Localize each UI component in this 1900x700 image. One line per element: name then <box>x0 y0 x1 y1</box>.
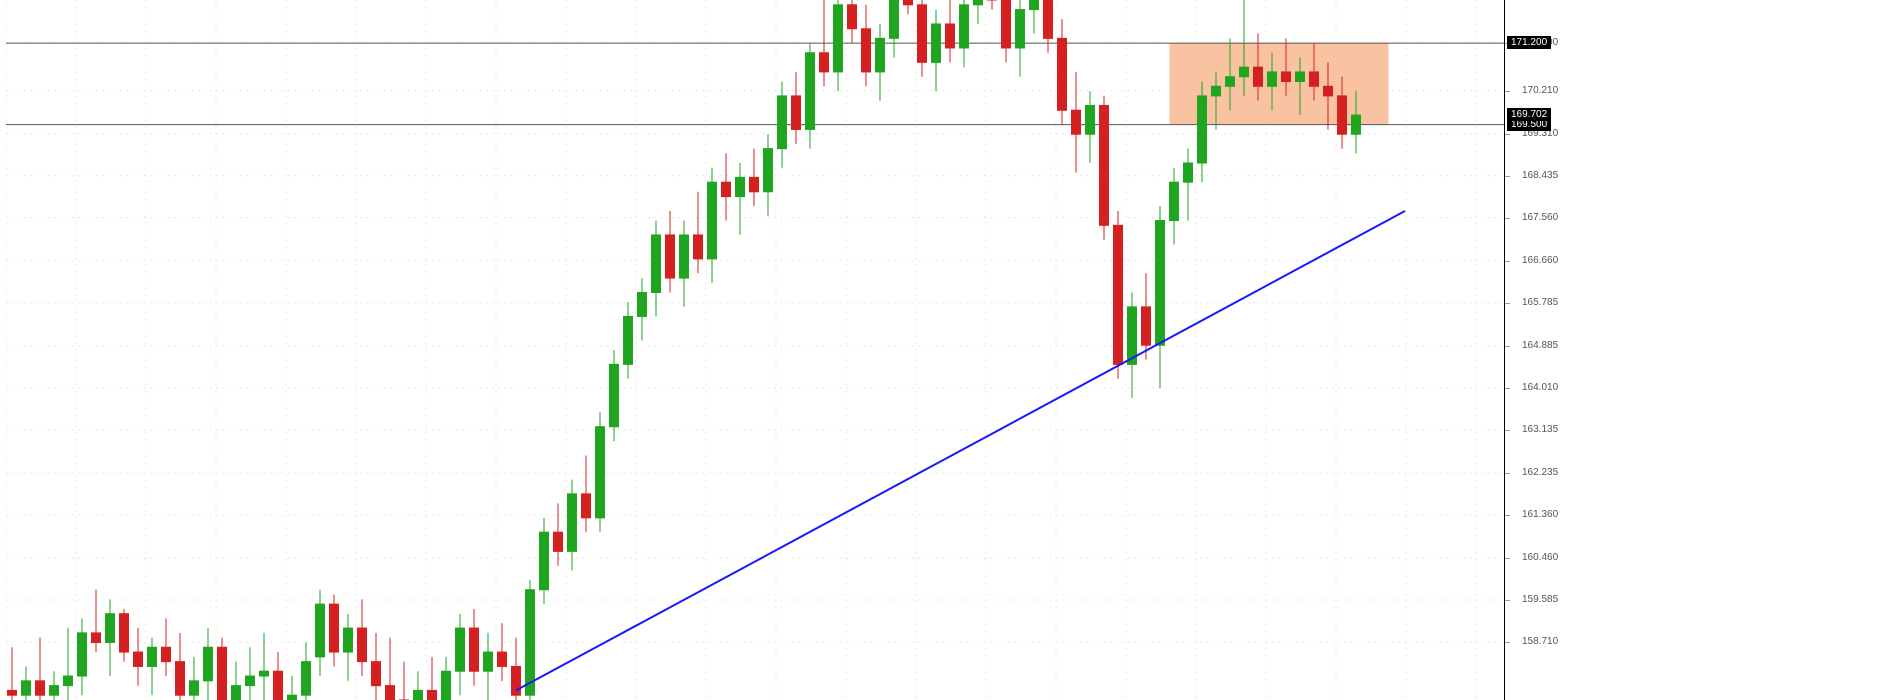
axis-tick-label: 158.710 <box>1522 637 1558 647</box>
axis-tick-label: 168.435 <box>1522 171 1558 181</box>
axis-tick-label: 164.885 <box>1522 341 1558 351</box>
axis-tick <box>1505 515 1510 516</box>
axis-tick <box>1505 473 1510 474</box>
axis-tick-label: 163.135 <box>1522 425 1558 435</box>
axis-tick-label: 160.460 <box>1522 553 1558 563</box>
axis-tick-label: 170.210 <box>1522 86 1558 96</box>
axis-tick <box>1505 558 1510 559</box>
axis-tick-label: 166.660 <box>1522 256 1558 266</box>
axis-tick <box>1505 303 1510 304</box>
axis-tick <box>1505 261 1510 262</box>
axis-tick <box>1505 642 1510 643</box>
axis-tick <box>1505 388 1510 389</box>
price-flag: 169.702 <box>1507 108 1551 121</box>
axis-tick <box>1505 430 1510 431</box>
axis-tick <box>1505 346 1510 347</box>
axis-tick <box>1505 176 1510 177</box>
candlesticks <box>8 0 1361 700</box>
axis-tick-label: 161.360 <box>1522 510 1558 520</box>
axis-tick <box>1505 218 1510 219</box>
axis-tick-label: 159.585 <box>1522 595 1558 605</box>
axis-tick-label: 162.235 <box>1522 468 1558 478</box>
axis-tick-label: 164.010 <box>1522 383 1558 393</box>
axis-tick-label: 167.560 <box>1522 213 1558 223</box>
axis-tick <box>1505 134 1510 135</box>
candlestick-chart[interactable]: 158.710 159.585 160.460 161.360 162.235 163.1… <box>0 0 1900 700</box>
axis-tick <box>1505 600 1510 601</box>
axis-tick-label: 165.785 <box>1522 298 1558 308</box>
price-axis: 158.710 159.585 160.460 161.360 162.235 163.1… <box>1504 0 1567 700</box>
chart-plot-area[interactable] <box>6 0 1510 700</box>
trendline <box>516 211 1405 690</box>
axis-tick <box>1505 91 1510 92</box>
price-flag: 171.200 <box>1507 36 1551 49</box>
